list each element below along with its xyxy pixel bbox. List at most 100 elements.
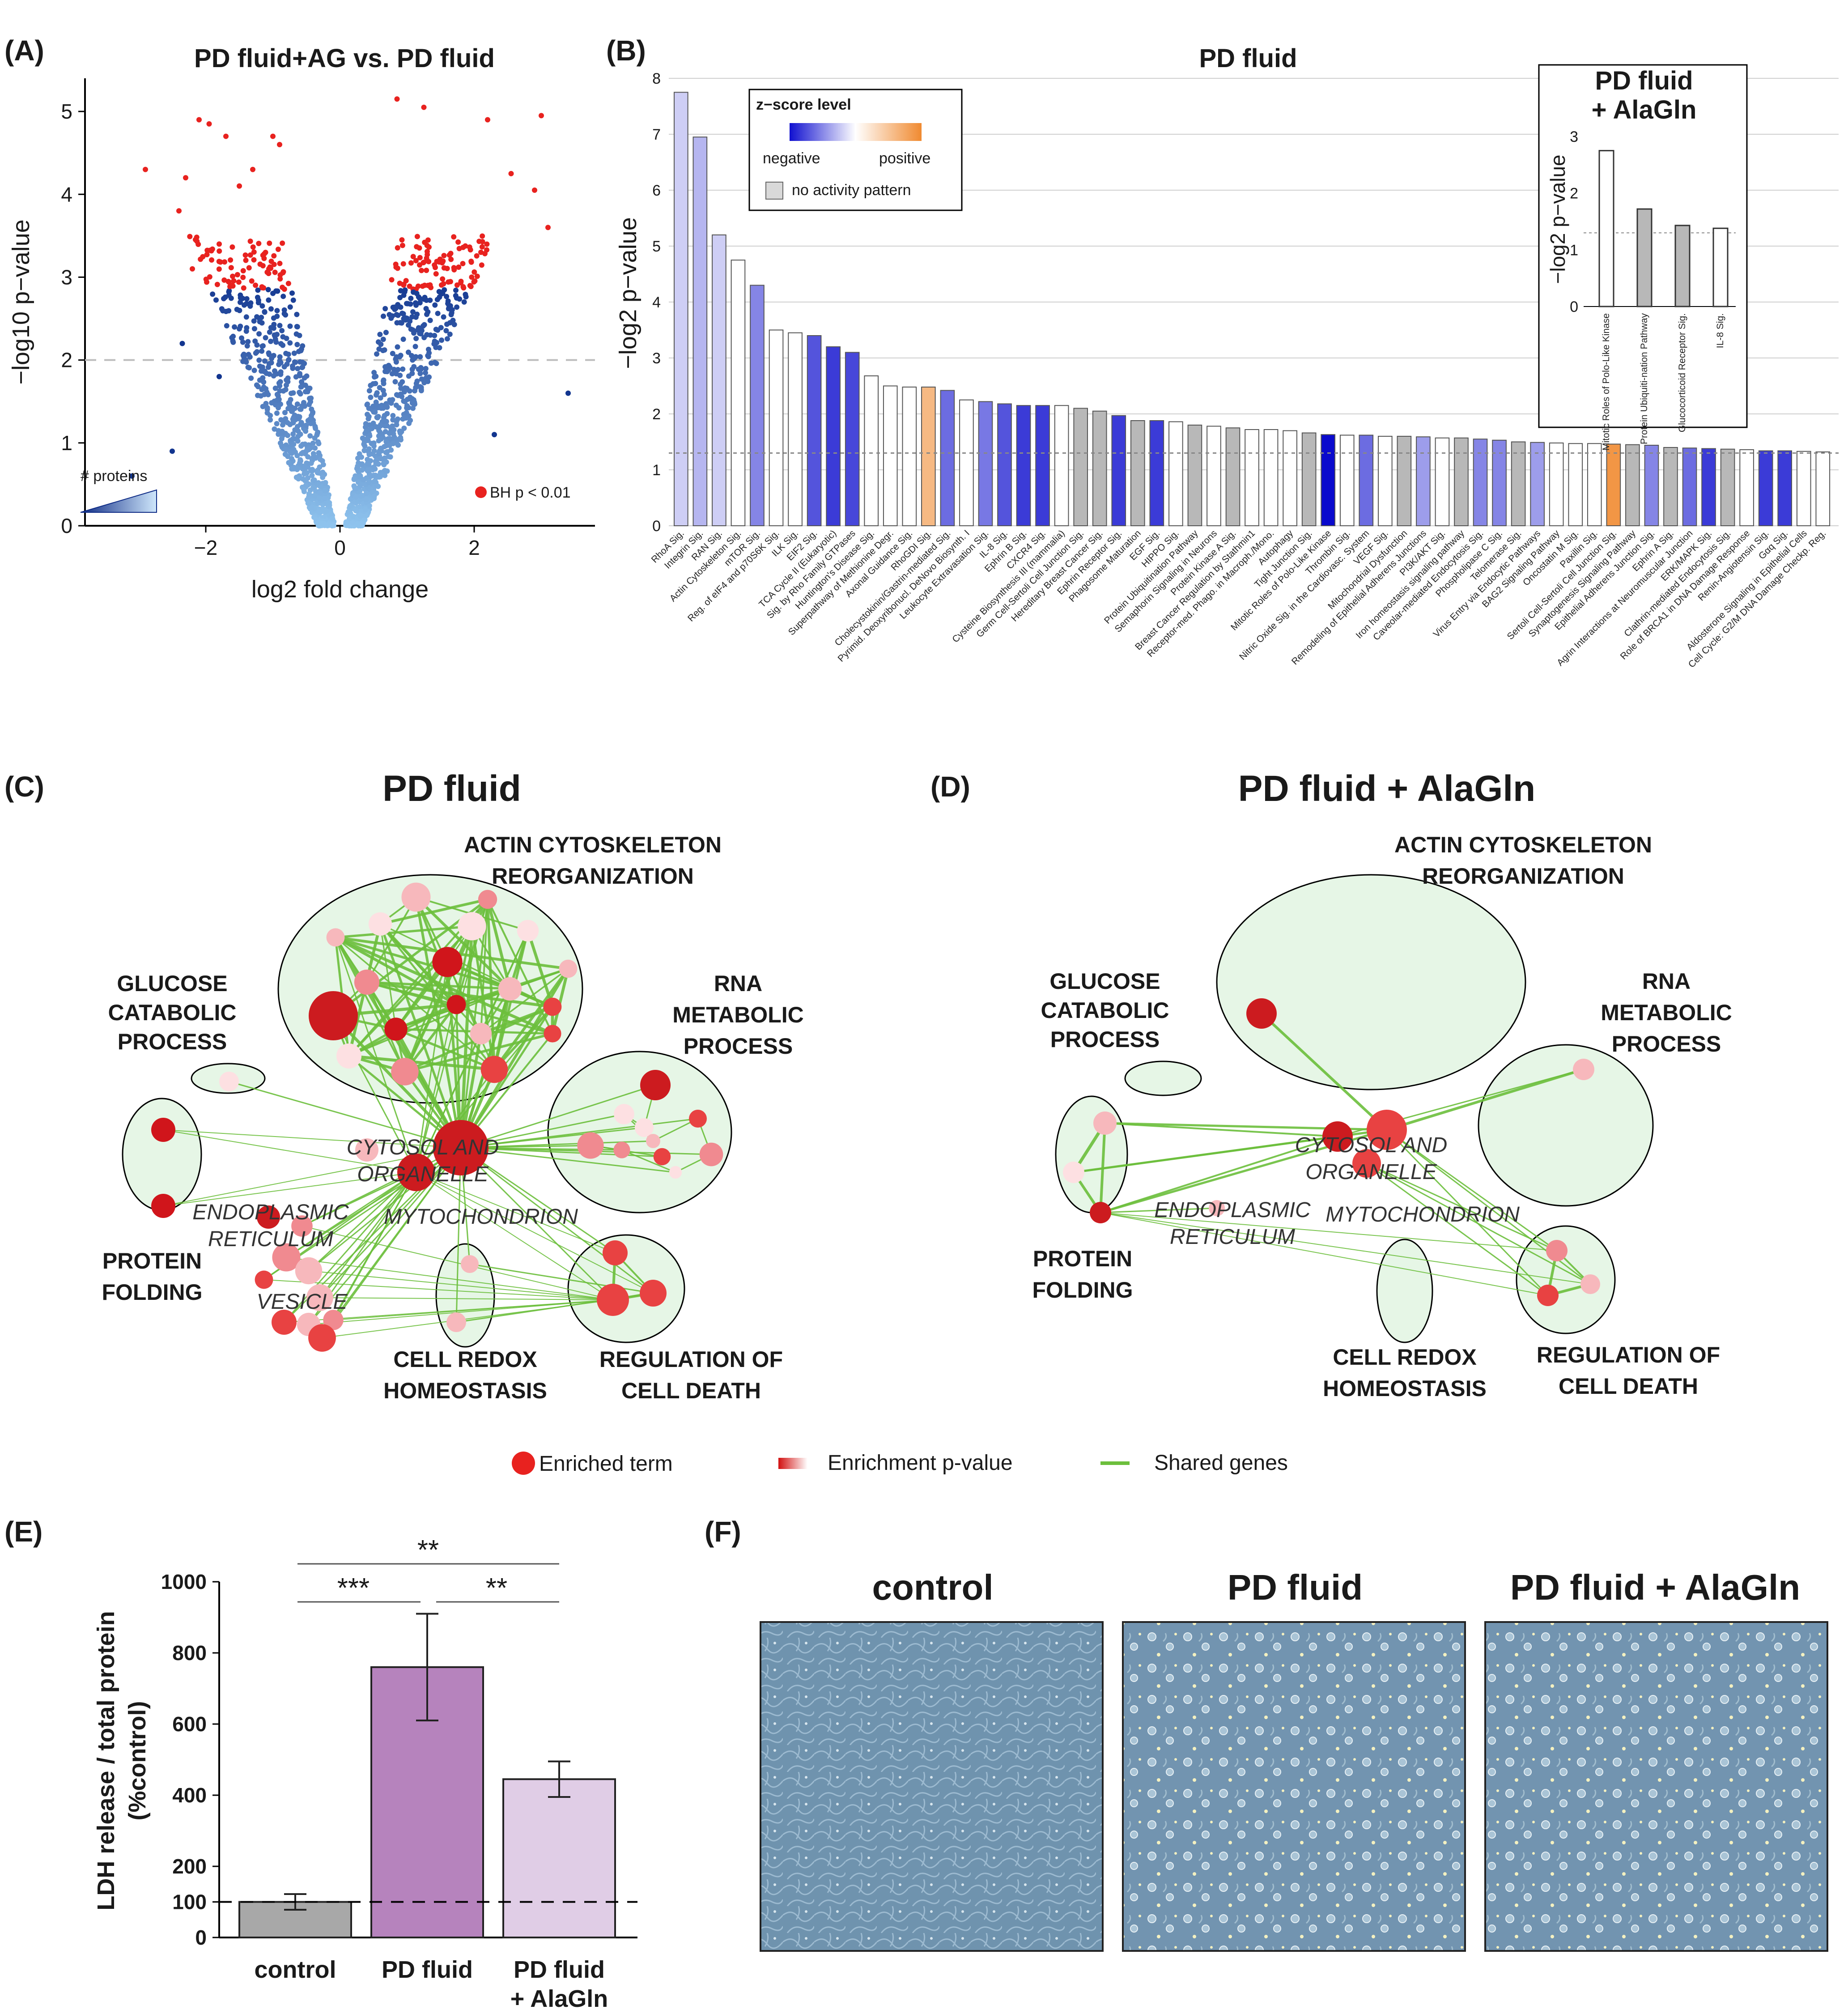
volcano-point [308, 460, 314, 466]
volcano-point [277, 383, 283, 389]
sig-control-alagln: ** [417, 1535, 439, 1566]
volcano-point [433, 327, 439, 332]
volcano-point [286, 357, 292, 362]
pathway-bar [750, 285, 765, 526]
network-c-actin-node [478, 890, 497, 909]
volcano-point [280, 240, 285, 246]
volcano-point [262, 358, 268, 364]
volcano-point [458, 280, 464, 286]
volcano-point [222, 259, 228, 265]
volcano-point [378, 405, 384, 411]
volcano-point [364, 402, 370, 408]
network-d-hub-node [1367, 1110, 1407, 1150]
network-c-vesicle-node [272, 1243, 301, 1272]
pathway-bar [1035, 405, 1050, 526]
volcano-point [471, 279, 477, 285]
volcano-point [418, 365, 424, 370]
network-c-edge [460, 1118, 698, 1149]
volcano-point [313, 426, 319, 431]
volcano-point [435, 311, 441, 316]
ldh-bars [238, 1613, 616, 1939]
micrograph-pd-fluid [1122, 1621, 1466, 1952]
volcano-point [229, 335, 235, 341]
volcano-point [286, 460, 292, 466]
network-c-actin-node [326, 928, 345, 947]
volcano-point [398, 437, 404, 443]
volcano-point [421, 260, 426, 265]
network-c-edge [480, 899, 489, 1034]
volcano-point [310, 485, 316, 490]
volcano-point [316, 509, 322, 515]
pathway-bar [1359, 434, 1374, 526]
volcano-y-tick-label: 1 [61, 431, 72, 455]
photo-title-alagln: PD fluid + AlaGln [1510, 1567, 1800, 1607]
volcano-point [247, 354, 253, 360]
volcano-outlier-point [183, 175, 188, 181]
volcano-point [209, 257, 215, 263]
d-label-glucose-3: PROCESS [1050, 1027, 1160, 1052]
volcano-point [410, 309, 416, 315]
ldh-y-tick-label: 800 [172, 1641, 207, 1665]
volcano-point [393, 359, 399, 365]
volcano-outlier-point [179, 341, 185, 346]
network-c-edge [415, 899, 489, 1173]
volcano-point [375, 483, 381, 489]
inset-bar [1674, 225, 1691, 307]
volcano-point [249, 278, 255, 284]
volcano-point [279, 436, 285, 442]
volcano-point [382, 429, 388, 434]
volcano-point [376, 438, 382, 443]
volcano-point [267, 329, 272, 335]
d-cluster-death-bubble [1516, 1225, 1616, 1334]
volcano-point [254, 314, 260, 320]
volcano-point [383, 439, 389, 444]
network-c-edge [163, 1172, 416, 1206]
volcano-point [397, 354, 403, 360]
volcano-point [204, 251, 210, 257]
d-cluster-folding-bubble [1055, 1095, 1128, 1214]
volcano-point [354, 508, 360, 514]
volcano-point [226, 308, 232, 314]
volcano-point [351, 477, 357, 482]
volcano-point [424, 249, 430, 255]
volcano-point [301, 487, 307, 493]
network-c-rna-node [646, 1134, 660, 1148]
volcano-point [264, 269, 270, 275]
volcano-outliers [129, 96, 571, 479]
significance-brackets: ** *** ** [297, 1535, 559, 1604]
volcano-point [275, 247, 281, 252]
volcano-point [322, 488, 328, 494]
volcano-point [444, 294, 450, 299]
volcano-point [315, 429, 321, 435]
volcano-point [290, 431, 296, 437]
network-c-glucose-node [219, 1072, 239, 1091]
volcano-point [370, 404, 376, 409]
pathway-y-label: −log2 p−value [615, 217, 641, 369]
volcano-point [382, 369, 388, 375]
pathway-bar [1378, 436, 1393, 526]
volcano-point [283, 447, 289, 452]
pathway-bar [1130, 420, 1145, 526]
volcano-point [306, 396, 312, 401]
volcano-point [266, 297, 272, 303]
volcano-point [302, 375, 307, 381]
pathway-bar [826, 346, 841, 526]
volcano-point [410, 289, 416, 295]
network-legend: Enriched term Enrichment p-value Shared … [512, 1451, 1288, 1476]
network-c-edge [335, 936, 510, 990]
volcano-point [259, 387, 265, 392]
volcano-point [467, 247, 473, 253]
ldh-y-label-1: LDH release / total protein [93, 1611, 119, 1910]
network-c-actin-node [458, 912, 486, 941]
network-c-edge [332, 1015, 417, 1173]
inset-category-label: Protein Ubiquiti-nation Pathway [1639, 313, 1649, 444]
volcano-point [310, 420, 316, 426]
network-d-hub-node [1352, 1149, 1381, 1178]
volcano-point [417, 370, 423, 376]
zscore-legend-box [748, 89, 963, 211]
volcano-point [312, 493, 318, 498]
volcano-point [259, 303, 265, 309]
pathway-bar [1054, 405, 1069, 526]
volcano-outlier-point [250, 166, 255, 172]
volcano-point [295, 466, 301, 472]
